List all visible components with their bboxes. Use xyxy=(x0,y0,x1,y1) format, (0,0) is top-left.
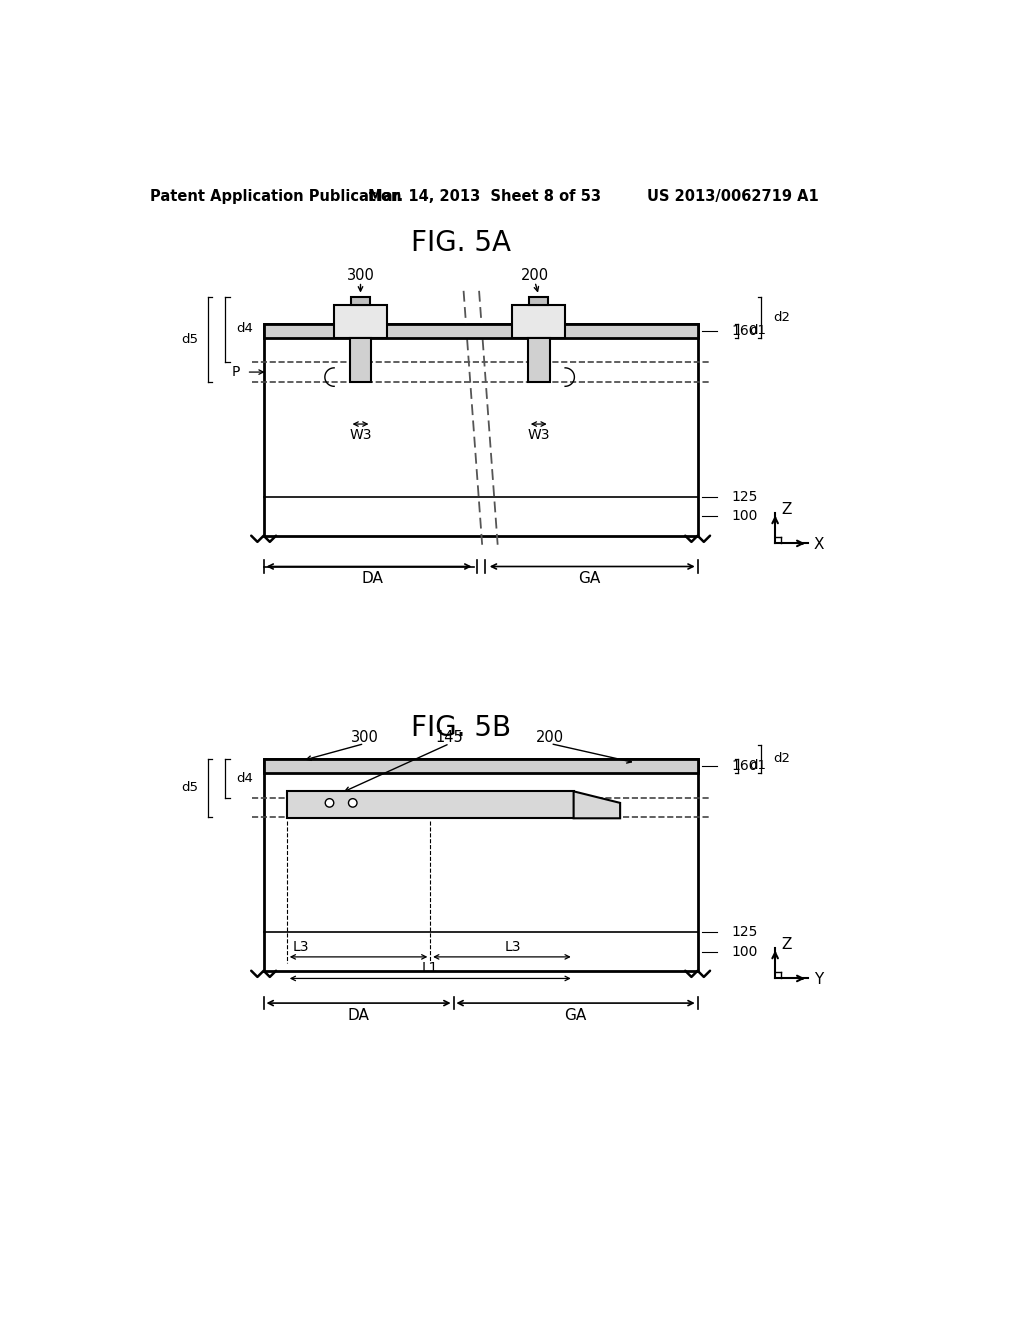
Text: 160: 160 xyxy=(731,323,758,338)
Text: 125: 125 xyxy=(731,490,758,504)
Text: FIG. 5B: FIG. 5B xyxy=(412,714,511,742)
Text: 300: 300 xyxy=(346,268,375,282)
Text: 100: 100 xyxy=(731,945,758,958)
Text: d1: d1 xyxy=(750,325,767,338)
Text: 125: 125 xyxy=(731,925,758,940)
Text: Patent Application Publication: Patent Application Publication xyxy=(150,189,401,205)
Bar xyxy=(334,305,387,338)
Bar xyxy=(263,759,697,774)
Text: 300: 300 xyxy=(350,730,378,744)
Text: GA: GA xyxy=(578,572,600,586)
Text: Mar. 14, 2013  Sheet 8 of 53: Mar. 14, 2013 Sheet 8 of 53 xyxy=(368,189,601,205)
Text: Z: Z xyxy=(781,937,792,952)
Bar xyxy=(263,323,697,536)
Text: Z: Z xyxy=(781,502,792,517)
Text: 200: 200 xyxy=(521,268,549,282)
Text: d5: d5 xyxy=(181,333,199,346)
Circle shape xyxy=(348,799,357,807)
Text: 200: 200 xyxy=(537,730,564,744)
Text: d5: d5 xyxy=(181,781,199,795)
Bar xyxy=(528,338,550,381)
Text: d4: d4 xyxy=(237,322,253,335)
Text: W3: W3 xyxy=(349,428,372,442)
Text: d4: d4 xyxy=(237,772,253,785)
Text: d2: d2 xyxy=(773,312,790,323)
Bar xyxy=(263,323,697,338)
Bar xyxy=(529,297,548,305)
Bar xyxy=(349,338,372,381)
Text: US 2013/0062719 A1: US 2013/0062719 A1 xyxy=(646,189,818,205)
Text: P: P xyxy=(232,366,241,379)
Text: FIG. 5A: FIG. 5A xyxy=(412,230,511,257)
Text: L3: L3 xyxy=(293,940,309,954)
Polygon shape xyxy=(573,792,621,818)
Text: 145: 145 xyxy=(436,730,464,744)
Bar xyxy=(512,305,565,338)
Bar xyxy=(263,759,697,970)
Text: Y: Y xyxy=(814,973,823,987)
Circle shape xyxy=(326,799,334,807)
Bar xyxy=(351,297,370,305)
Text: X: X xyxy=(814,537,824,553)
Text: d1: d1 xyxy=(750,759,767,772)
Text: 160: 160 xyxy=(731,759,758,774)
Text: L1: L1 xyxy=(422,961,438,975)
Text: 100: 100 xyxy=(731,510,758,524)
Text: GA: GA xyxy=(564,1008,587,1023)
Text: W3: W3 xyxy=(527,428,550,442)
Bar xyxy=(287,792,573,818)
Text: DA: DA xyxy=(347,1008,370,1023)
Text: DA: DA xyxy=(361,572,383,586)
Text: d2: d2 xyxy=(773,752,790,766)
Text: L3: L3 xyxy=(505,940,521,954)
